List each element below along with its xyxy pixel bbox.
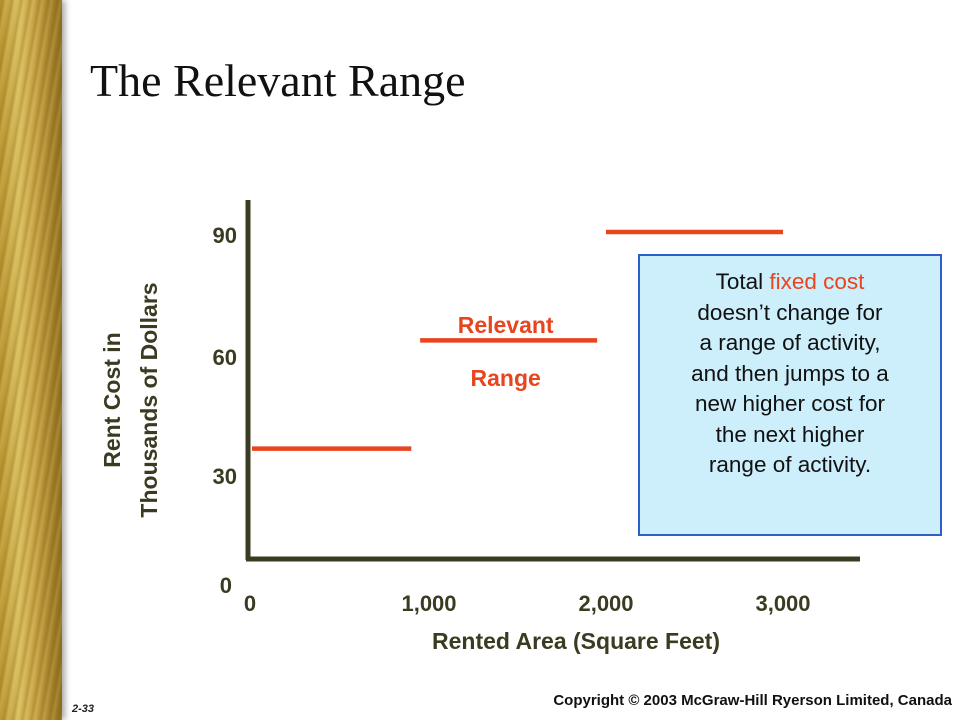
callout-line-7: range of activity. (708, 452, 872, 477)
copyright-notice: Copyright © 2003 McGraw-Hill Ryerson Lim… (553, 692, 952, 709)
explanation-callout: Total fixed cost doesn’t change for a ra… (638, 254, 942, 536)
callout-line-4: and then jumps to a (691, 360, 889, 386)
y-tick-label: 60 (213, 345, 237, 370)
y-tick-label: 90 (213, 223, 237, 248)
relevant-range-label-line-2: Range (471, 365, 541, 391)
y-axis-label-line-1: Rent Cost in (99, 332, 125, 467)
relevant-range-label-line-1: Relevant (458, 312, 554, 338)
y-tick-label: 0 (220, 573, 232, 598)
x-axis-label: Rented Area (Square Feet) (432, 628, 720, 654)
callout-line-2: doesn’t change for (697, 299, 883, 325)
fixed-cost-highlight: fixed cost (769, 269, 865, 294)
callout-line-3: a range of activity, (699, 330, 881, 355)
slide-title: The Relevant Range (90, 55, 466, 106)
callout-line-5: new higher cost for (694, 391, 886, 416)
slide-number: 2-33 (72, 703, 95, 715)
y-tick-label: 30 (213, 464, 237, 489)
callout-line-6: the next higher (715, 421, 865, 447)
x-tick-label: 1,000 (401, 591, 456, 616)
x-tick-label: 2,000 (578, 591, 633, 616)
x-tick-label: 0 (244, 591, 256, 616)
callout-line-1: Total fixed cost (715, 269, 865, 294)
wood-grain-border (0, 0, 62, 720)
y-axis-label-line-2: Thousands of Dollars (136, 282, 162, 517)
x-tick-label: 3,000 (755, 591, 810, 616)
